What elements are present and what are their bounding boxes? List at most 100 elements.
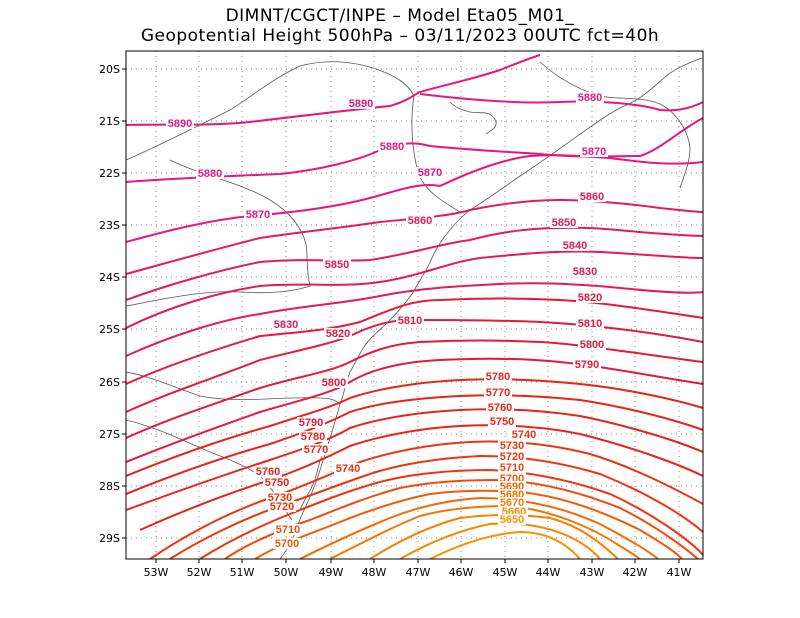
contour-label-bg: [324, 328, 352, 339]
contour-label: 5890: [168, 118, 192, 130]
contour-label: 5790: [299, 417, 323, 429]
contour-label: 5780: [486, 371, 510, 383]
contour-label-bg: [576, 318, 604, 329]
coastline-and-borders: [126, 57, 703, 559]
contour-label-bg: [396, 315, 424, 326]
contour-line: [126, 154, 703, 243]
title-line-2: Geopotential Height 500hPa – 03/11/2023 …: [140, 26, 660, 46]
bay: [449, 101, 497, 135]
contour-label-bg: [268, 501, 296, 512]
contour-label: 5800: [322, 377, 346, 389]
contour-label-bg: [272, 319, 300, 330]
contour-label-bg: [510, 429, 538, 440]
lon-tick-label: 42W: [623, 566, 648, 579]
contour-label-bg: [498, 481, 526, 492]
lon-tick-label: 48W: [362, 566, 387, 579]
state-border: [126, 61, 415, 161]
lat-tick-label: 21S: [99, 115, 120, 128]
contour-label-bg: [498, 514, 526, 525]
contour-label: 5830: [573, 266, 597, 278]
contour-label-bg: [254, 466, 282, 477]
contour-label-bg: [347, 98, 375, 109]
lon-tick-label: 47W: [406, 566, 431, 579]
contour-line: [126, 250, 703, 329]
contour-label: 5840: [563, 240, 587, 252]
contour-label: 5740: [512, 429, 536, 441]
contour-label-bg: [299, 431, 327, 442]
lat-tick-label: 28S: [99, 480, 120, 493]
coastline: [279, 57, 703, 559]
state-border: [539, 61, 691, 189]
contour-label-bg: [244, 209, 272, 220]
lon-tick-label: 46W: [449, 566, 474, 579]
contour-label: 5770: [486, 387, 510, 399]
lat-tick-label: 23S: [99, 219, 120, 232]
state-border: [126, 371, 341, 405]
contour-label-bg: [274, 524, 302, 535]
contour-label-bg: [561, 240, 589, 251]
contour-line: [126, 394, 703, 495]
contour-line: [126, 282, 703, 357]
contour-label: 5650: [500, 514, 524, 526]
contour-label: 5880: [578, 92, 602, 104]
contour-label-bg: [498, 440, 526, 451]
contour-label: 5810: [578, 318, 602, 330]
contour-label: 5750: [490, 416, 514, 428]
contour-label: 5730: [500, 440, 524, 452]
contour-line: [126, 357, 703, 463]
contour-label-bg: [571, 266, 599, 277]
contour-line: [149, 440, 703, 559]
contour-label: 5860: [408, 215, 432, 227]
contour-label: 5760: [488, 402, 512, 414]
contour-label-bg: [273, 538, 301, 549]
contour-label-bg: [573, 359, 601, 370]
contour-line: [126, 408, 703, 511]
contour-label-bg: [302, 444, 330, 455]
contour-label: 5750: [265, 477, 289, 489]
contour-line: [126, 198, 703, 275]
contour-label: 5710: [500, 462, 524, 474]
contour-label: 5800: [580, 339, 604, 351]
contour-line: [126, 378, 703, 477]
contour-label-bg: [498, 462, 526, 473]
contour-label: 5890: [349, 98, 373, 110]
title-line-1: DIMNT/CGCT/INPE – Model Eta05_M01_: [225, 6, 575, 26]
contour-label-bg: [578, 339, 606, 350]
contour-label-bg: [196, 168, 224, 179]
lon-tick-label: 49W: [319, 566, 344, 579]
contour-label: 5880: [380, 141, 404, 153]
contour-labels: 5890 5890 5880 5880 5880 5870 5870 5870 5860 5860…: [166, 92, 608, 550]
state-border: [411, 95, 461, 213]
lat-tick-label: 27S: [99, 428, 120, 441]
contour-label-bg: [578, 191, 606, 202]
contour-line: [126, 318, 703, 413]
lon-tick-label: 53W: [144, 566, 169, 579]
contour-label-bg: [266, 492, 294, 503]
contour-label-bg: [498, 473, 526, 484]
contour-label: 5710: [276, 524, 300, 536]
contour-label: 5720: [270, 501, 294, 513]
contour-label-bg: [576, 292, 604, 303]
contour-line: [419, 93, 703, 112]
contour-label: 5850: [325, 259, 349, 271]
contour-label: 5700: [275, 538, 299, 550]
map-frame: [125, 50, 704, 560]
contour-line: [126, 339, 703, 439]
contour-line: [126, 54, 541, 126]
lon-tick-label: 50W: [274, 566, 299, 579]
contour-line: [254, 489, 683, 559]
contour-line: [126, 226, 703, 301]
lat-tick-label: 22S: [99, 167, 120, 180]
contour-label-bg: [486, 402, 514, 413]
contour-line: [639, 117, 703, 157]
contour-label-bg: [498, 451, 526, 462]
contour-line: [139, 424, 703, 531]
contour-label-bg: [576, 92, 604, 103]
contour-label: 5870: [582, 146, 606, 158]
contour-label-bg: [378, 141, 406, 152]
axis-ticks-and-labels: 20S 21S 22S 23S 24S 25S 26S 27S 28S 29S 53W 52W 51W 5…: [99, 63, 692, 579]
contour-line: [224, 478, 699, 559]
contour-label: 5720: [500, 451, 524, 463]
lat-tick-label: 29S: [99, 532, 120, 545]
